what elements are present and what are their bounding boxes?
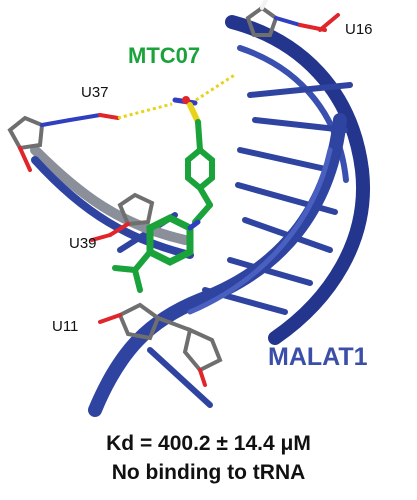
hydrogen-bonds [117,72,237,120]
nucleotide-u16 [245,0,340,37]
residue-label-u11: U11 [52,318,79,335]
residue-label-u39: U39 [69,235,97,252]
target-label: MALAT1 [268,343,368,371]
residue-label-u37: U37 [81,84,109,101]
rna-backbone-front [30,113,347,417]
residue-label-u16: U16 [345,21,373,38]
kd-caption: Kd = 400.2 ± 14.4 μM [106,432,311,455]
nucleotide-u11 [98,302,223,387]
nucleotide-u39 [90,192,155,242]
rna-backbone-back [225,15,370,345]
ligand-label: MTC07 [128,43,201,68]
nucleotide-u37 [7,113,120,172]
mtc07-ligand [112,96,215,293]
trna-caption: No binding to tRNA [111,461,306,484]
nucleotide-sticks [7,0,340,387]
